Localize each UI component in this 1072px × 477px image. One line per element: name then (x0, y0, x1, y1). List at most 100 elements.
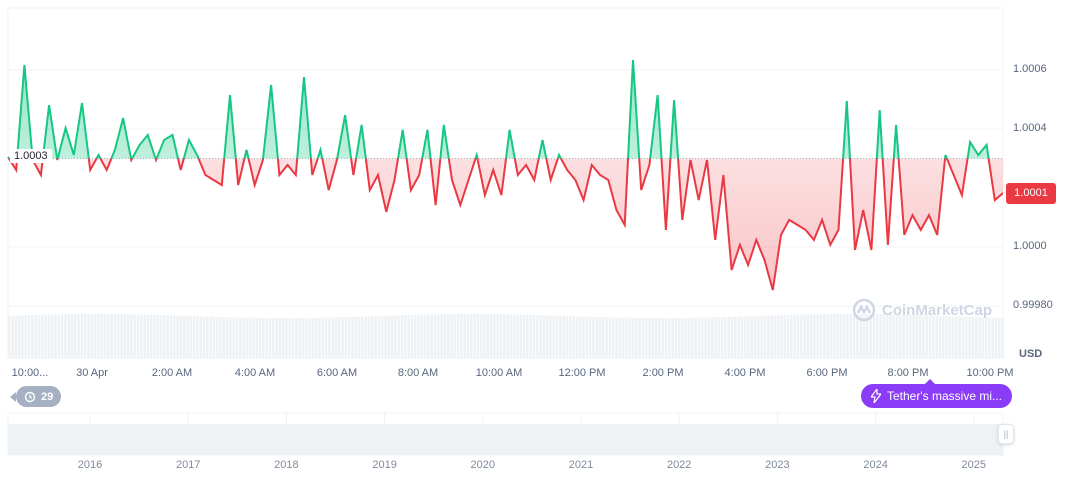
volume-bar (404, 315, 407, 358)
volume-bar (70, 314, 74, 358)
volume-bar (64, 314, 67, 358)
volume-bar (681, 317, 684, 358)
volume-bar (790, 314, 793, 358)
volume-bar (661, 317, 664, 358)
volume-bar (433, 314, 437, 358)
volume-bar (562, 315, 565, 358)
volume-bar (994, 317, 998, 358)
volume-bar (569, 316, 572, 358)
navigator-year-label: 2021 (568, 459, 594, 471)
volume-bar (691, 317, 694, 358)
navigator-handle[interactable]: || (998, 424, 1014, 444)
volume-bar (189, 316, 193, 358)
volume-bar (509, 314, 513, 358)
volume-bar (998, 317, 1001, 358)
volume-bar (285, 317, 288, 358)
volume-bar (899, 314, 902, 358)
volume-bar (1001, 317, 1004, 358)
y-tick-label: 1.0004 (1013, 122, 1047, 134)
volume-bar (974, 317, 978, 358)
volume-bar (83, 314, 87, 358)
volume-bar (727, 316, 730, 358)
volume-bar (486, 314, 490, 358)
volume-bar (37, 314, 41, 358)
navigator-area (8, 424, 1003, 455)
volume-bar (516, 314, 519, 358)
volume-bar (8, 315, 11, 358)
volume-bar (664, 317, 668, 358)
volume-bar (971, 316, 975, 358)
volume-bar (595, 316, 598, 358)
volume-bar (377, 315, 381, 358)
volume-bar (34, 314, 37, 358)
baseline-label: 1.0003 (10, 149, 52, 163)
navigator-year-label: 2025 (961, 459, 987, 471)
volume-bar (793, 314, 796, 358)
volume-bar (443, 314, 447, 358)
navigator-year-label: 2022 (666, 459, 692, 471)
volume-bar (354, 316, 358, 358)
volume-bar (206, 316, 209, 358)
volume-bar (77, 314, 80, 358)
volume-bar (166, 315, 169, 358)
volume-bar (179, 315, 183, 358)
lightning-icon (871, 389, 881, 403)
volume-bar (869, 314, 872, 358)
history-count: 29 (41, 390, 54, 403)
volume-bar (252, 317, 255, 358)
volume-bar (608, 317, 612, 358)
volume-bar (351, 316, 354, 358)
navigator-year-label: 2019 (372, 459, 397, 471)
volume-bar (245, 317, 249, 358)
price-line-below (7, 158, 1003, 291)
volume-bar (526, 314, 529, 358)
x-tick-label: 8:00 AM (397, 367, 439, 379)
volume-bar (767, 315, 770, 358)
volume-bar (298, 317, 301, 358)
volume-bar (935, 315, 938, 358)
volume-bar (542, 315, 546, 358)
volume-bar (202, 316, 206, 358)
navigator-year-label: 2020 (470, 459, 496, 471)
volume-bar (407, 315, 410, 358)
volume-bar (288, 317, 292, 358)
volume-bar (219, 316, 222, 358)
volume-bar (852, 314, 856, 358)
volume-bar (704, 317, 707, 358)
volume-bar (605, 317, 608, 358)
volume-bar (892, 314, 895, 358)
volume-bar (885, 314, 889, 358)
volume-bar (611, 317, 615, 358)
volume-bar (367, 316, 371, 358)
volume-bar (941, 315, 945, 358)
volume-bar (496, 314, 499, 358)
current-price-badge: 1.0001 (1006, 183, 1056, 204)
volume-bar (922, 315, 925, 358)
volume-bar (427, 314, 430, 358)
volume-bar (93, 314, 97, 358)
history-badge[interactable]: 29 (9, 386, 62, 407)
volume-bar (800, 314, 803, 358)
volume-bar (955, 316, 958, 358)
volume-bar (965, 316, 968, 358)
volume-bar (757, 315, 760, 358)
volume-bar (968, 316, 971, 358)
x-tick-label: 2:00 AM (151, 367, 193, 379)
volume-bar (60, 314, 64, 358)
volume-bar (651, 317, 655, 358)
volume-bar (882, 314, 886, 358)
volume-bar (859, 314, 862, 358)
volume-bar (506, 314, 509, 358)
volume-bar (638, 317, 641, 358)
y-tick-label: 1.0000 (1013, 240, 1047, 252)
volume-bar (658, 317, 661, 358)
volume-bar (44, 314, 47, 358)
volume-bar (100, 314, 103, 358)
news-event-badge[interactable]: Tether's massive mi... (861, 379, 1012, 408)
volume-bar (806, 314, 810, 358)
navigator-year-label: 2016 (77, 459, 103, 471)
volume-bar (839, 314, 843, 358)
volume-bar (872, 314, 876, 358)
volume-bar (988, 317, 991, 358)
